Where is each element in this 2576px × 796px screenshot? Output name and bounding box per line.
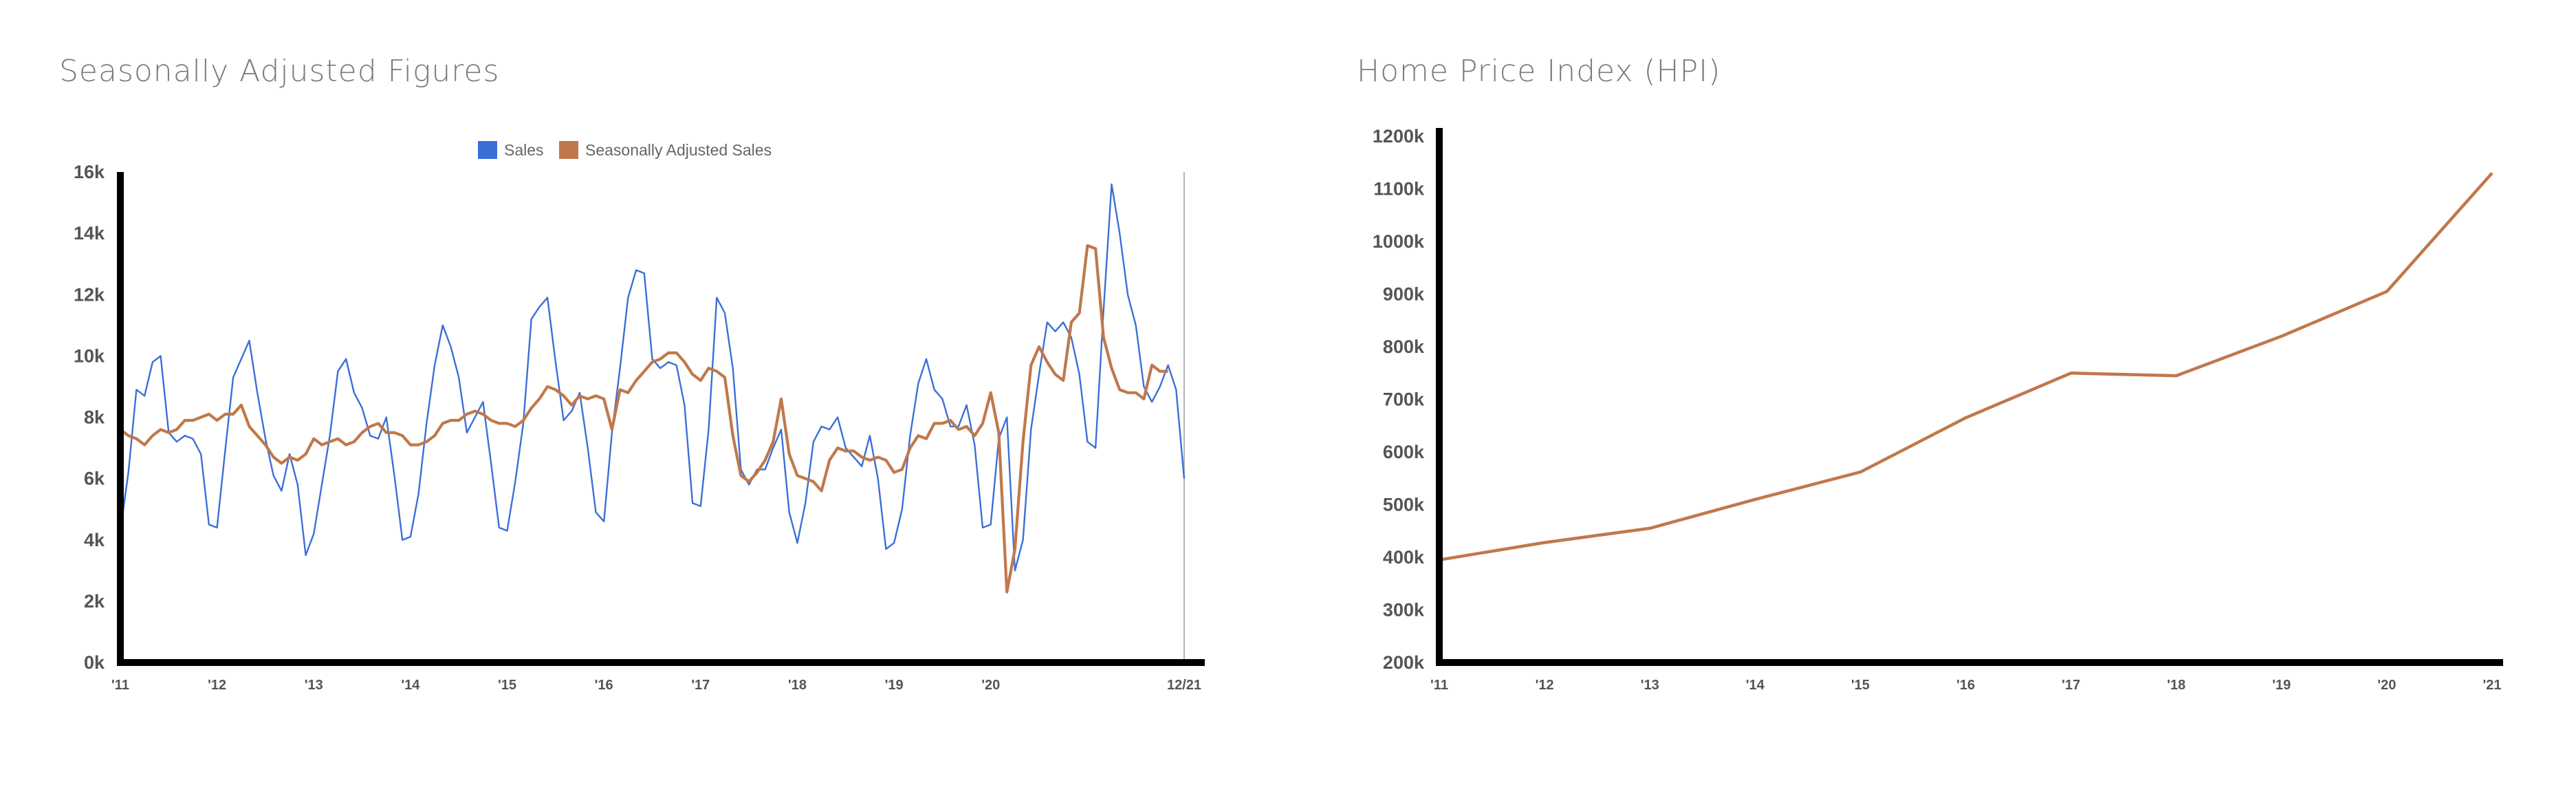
y-tick-label: 1200k <box>1373 126 1425 147</box>
seasonally-adjusted-chart: 0k 2k 4k 6k 8k 10k 12k 14k 16k '11 '12 '13 '14 '15 '16… <box>74 141 1205 693</box>
y-tick-label: 1100k <box>1373 179 1425 200</box>
x-tick-label: '15 <box>1851 678 1870 693</box>
legend-label-sales: Sales <box>504 141 544 159</box>
x-tick-label: '17 <box>691 678 710 693</box>
legend-swatch-sales <box>478 141 497 159</box>
series-line-hpi <box>1439 172 2493 562</box>
x-tick-label: '16 <box>595 678 613 693</box>
x-tick-label: '12 <box>1536 678 1554 693</box>
y-tick-label: 6k <box>84 469 105 489</box>
y-tick-label: 800k <box>1383 336 1425 357</box>
x-tick-label: '12 <box>208 678 226 693</box>
x-tick-label: '20 <box>981 678 1000 693</box>
y-tick-label: 12k <box>74 284 105 305</box>
chart-title-hpi: Home Price Index (HPI) <box>1357 54 1721 89</box>
x-tick-label: '13 <box>1641 678 1659 693</box>
legend-swatch-seasonally-adjusted-sales <box>559 141 578 159</box>
x-tick-label: '15 <box>498 678 516 693</box>
legend-label-seasonally-adjusted-sales: Seasonally Adjusted Sales <box>585 141 772 159</box>
y-tick-label: 600k <box>1383 442 1425 462</box>
y-tick-label: 14k <box>74 223 105 244</box>
y-tick-label: 4k <box>84 530 105 550</box>
y-tick-label: 200k <box>1383 652 1425 673</box>
x-tick-label: '20 <box>2377 678 2396 693</box>
y-tick-label: 700k <box>1383 389 1425 410</box>
x-tick-label: '17 <box>2062 678 2080 693</box>
y-tick-label: 8k <box>84 407 105 428</box>
chart-title-seasonally-adjusted: Seasonally Adjusted Figures <box>59 54 500 89</box>
x-tick-label: '13 <box>305 678 323 693</box>
series-line-seasonally-adjusted-sales <box>119 244 1168 594</box>
x-tick-label: '11 <box>111 678 129 693</box>
y-tick-label: 500k <box>1383 495 1425 515</box>
x-tick-label: '18 <box>2167 678 2185 693</box>
y-tick-label: 1000k <box>1373 231 1425 252</box>
y-tick-label: 400k <box>1383 547 1425 568</box>
x-tick-label: '11 <box>1430 678 1448 693</box>
x-tick-label: '19 <box>885 678 904 693</box>
y-tick-label: 900k <box>1383 284 1425 305</box>
x-tick-label: '14 <box>1746 678 1765 693</box>
y-tick-label: 300k <box>1383 600 1425 621</box>
y-tick-label: 0k <box>84 652 105 673</box>
x-tick-label: '19 <box>2272 678 2291 693</box>
y-tick-label: 10k <box>74 345 105 366</box>
x-tick-label: '21 <box>2482 678 2501 693</box>
x-tick-label: '14 <box>401 678 420 693</box>
x-tick-label: 12/21 <box>1167 678 1201 693</box>
series-line-sales <box>119 183 1186 572</box>
y-tick-label: 16k <box>74 162 105 182</box>
y-tick-label: 2k <box>84 591 105 612</box>
x-tick-label: '18 <box>788 678 807 693</box>
x-tick-label: '16 <box>1956 678 1975 693</box>
